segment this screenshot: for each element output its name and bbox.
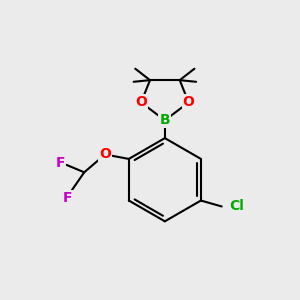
Text: O: O [99,148,111,161]
Text: B: B [160,113,170,127]
Text: F: F [56,156,65,170]
Text: O: O [135,95,147,110]
Text: Cl: Cl [229,200,244,214]
Text: O: O [183,95,195,110]
Text: F: F [63,191,73,205]
